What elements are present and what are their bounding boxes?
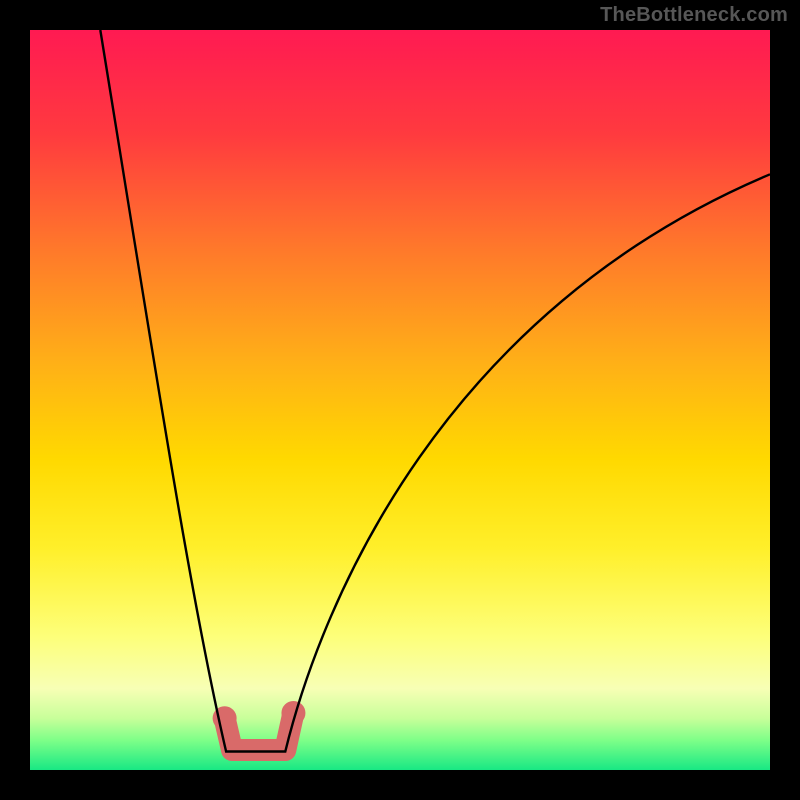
chart-svg [0,0,800,800]
plot-background [30,30,770,770]
bottleneck-chart: TheBottleneck.com [0,0,800,800]
watermark-label: TheBottleneck.com [600,4,788,27]
